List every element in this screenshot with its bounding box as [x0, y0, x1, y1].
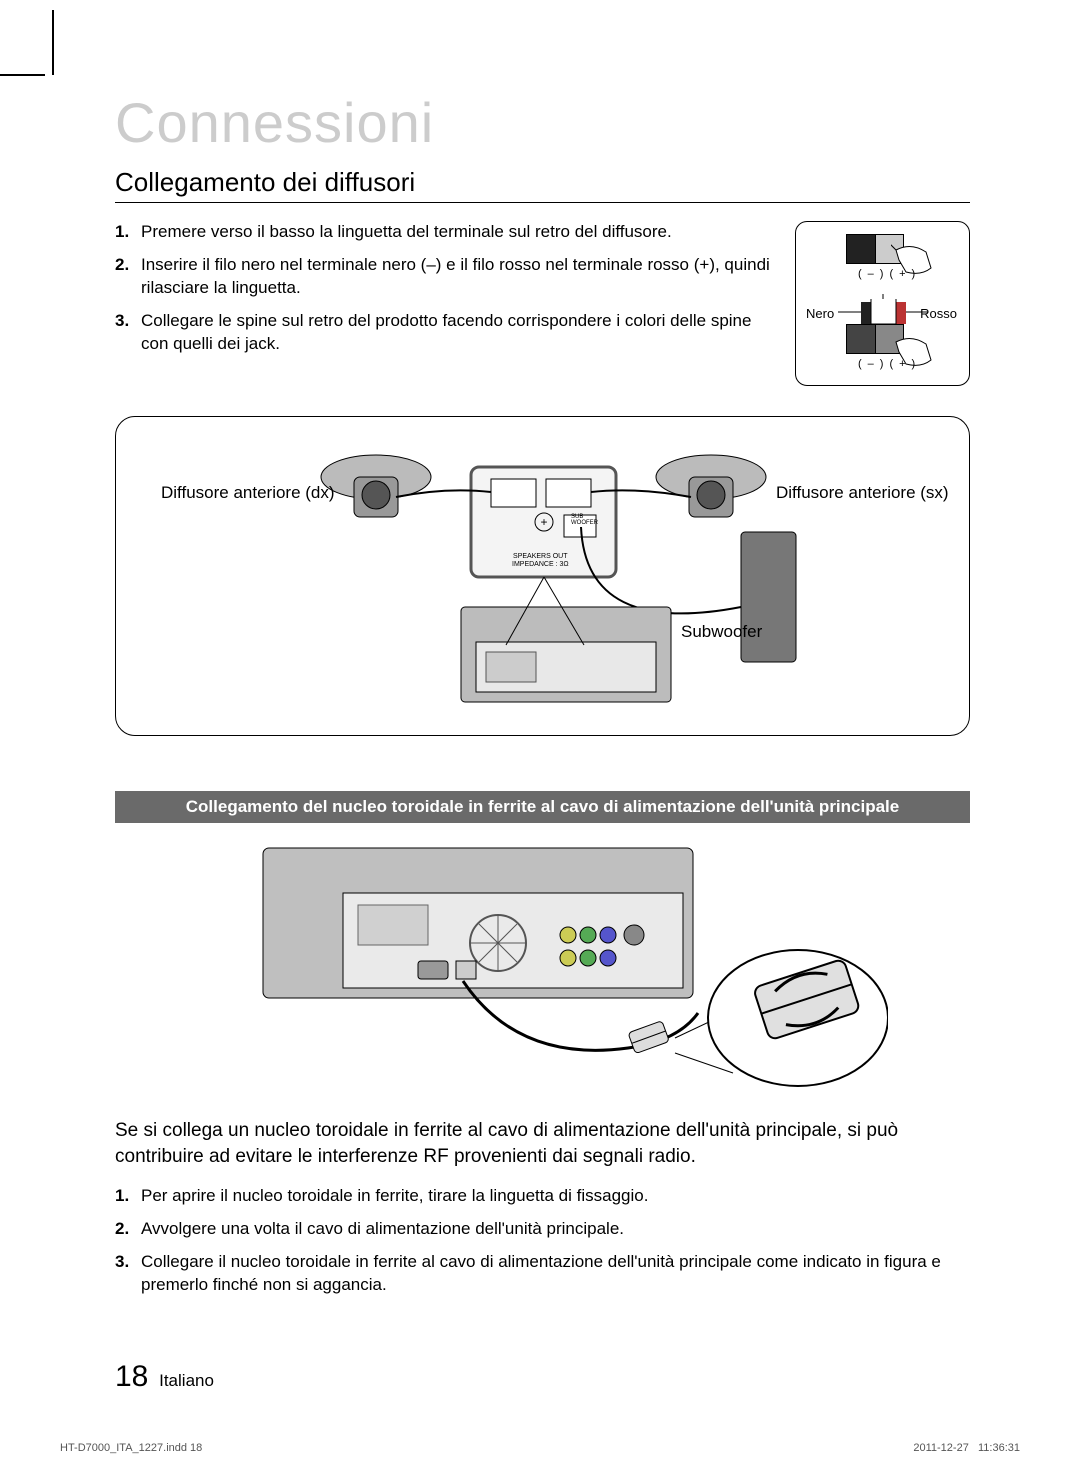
connection-svg: +	[116, 417, 971, 737]
terminal-diagram: (–)(+) Nero Rosso (–)(+)	[795, 221, 970, 386]
ferrite-svg	[198, 843, 888, 1088]
crop-mark-vertical	[52, 10, 54, 75]
ferrite-diagram	[198, 843, 888, 1088]
ferrite-intro: Se si collega un nucleo toroidale in fer…	[115, 1118, 970, 1169]
step-item: Premere verso il basso la linguetta del …	[115, 221, 775, 244]
panel-sub-label: SUB WOOFER	[571, 514, 598, 526]
speaker-steps: Premere verso il basso la linguetta del …	[115, 221, 775, 366]
page-language: Italiano	[159, 1371, 214, 1390]
print-file: HT-D7000_ITA_1227.indd 18	[60, 1442, 202, 1454]
step-item: Avvolgere una volta il cavo di alimentaz…	[115, 1218, 970, 1241]
section-title: Collegamento dei diffusori	[115, 167, 970, 203]
page-number: 18	[115, 1360, 148, 1393]
step-item: Collegare le spine sul retro del prodott…	[115, 310, 775, 356]
ferrite-steps: Per aprire il nucleo toroidale in ferrit…	[115, 1185, 970, 1297]
label-subwoofer: Subwoofer	[681, 622, 762, 642]
page-footer: 18 Italiano	[115, 1360, 214, 1394]
step-item: Inserire il filo nero nel terminale nero…	[115, 254, 775, 300]
print-meta: HT-D7000_ITA_1227.indd 18 2011-12-27 11:…	[60, 1442, 1020, 1454]
polarity-upper: (–)(+)	[858, 268, 921, 280]
step-item: Collegare il nucleo toroidale in ferrite…	[115, 1251, 970, 1297]
label-front-right: Diffusore anteriore (dx)	[161, 483, 335, 503]
polarity-lower: (–)(+)	[858, 358, 921, 370]
connection-diagram: + Diffusore anteriore (dx) Diffusore ant…	[115, 416, 970, 736]
top-row: Premere verso il basso la linguetta del …	[115, 221, 970, 386]
panel-speakers-label: SPEAKERS OUT IMPEDANCE : 3Ω	[512, 553, 569, 568]
label-front-left: Diffusore anteriore (sx)	[776, 483, 949, 503]
step-item: Per aprire il nucleo toroidale in ferrit…	[115, 1185, 970, 1208]
print-datetime: 2011-12-27 11:36:31	[913, 1442, 1020, 1454]
svg-text:+: +	[540, 515, 547, 529]
page-content: Connessioni Collegamento dei diffusori P…	[115, 90, 970, 1307]
chapter-title: Connessioni	[115, 90, 970, 155]
crop-mark-horizontal	[0, 74, 45, 76]
ferrite-banner: Collegamento del nucleo toroidale in fer…	[115, 791, 970, 823]
